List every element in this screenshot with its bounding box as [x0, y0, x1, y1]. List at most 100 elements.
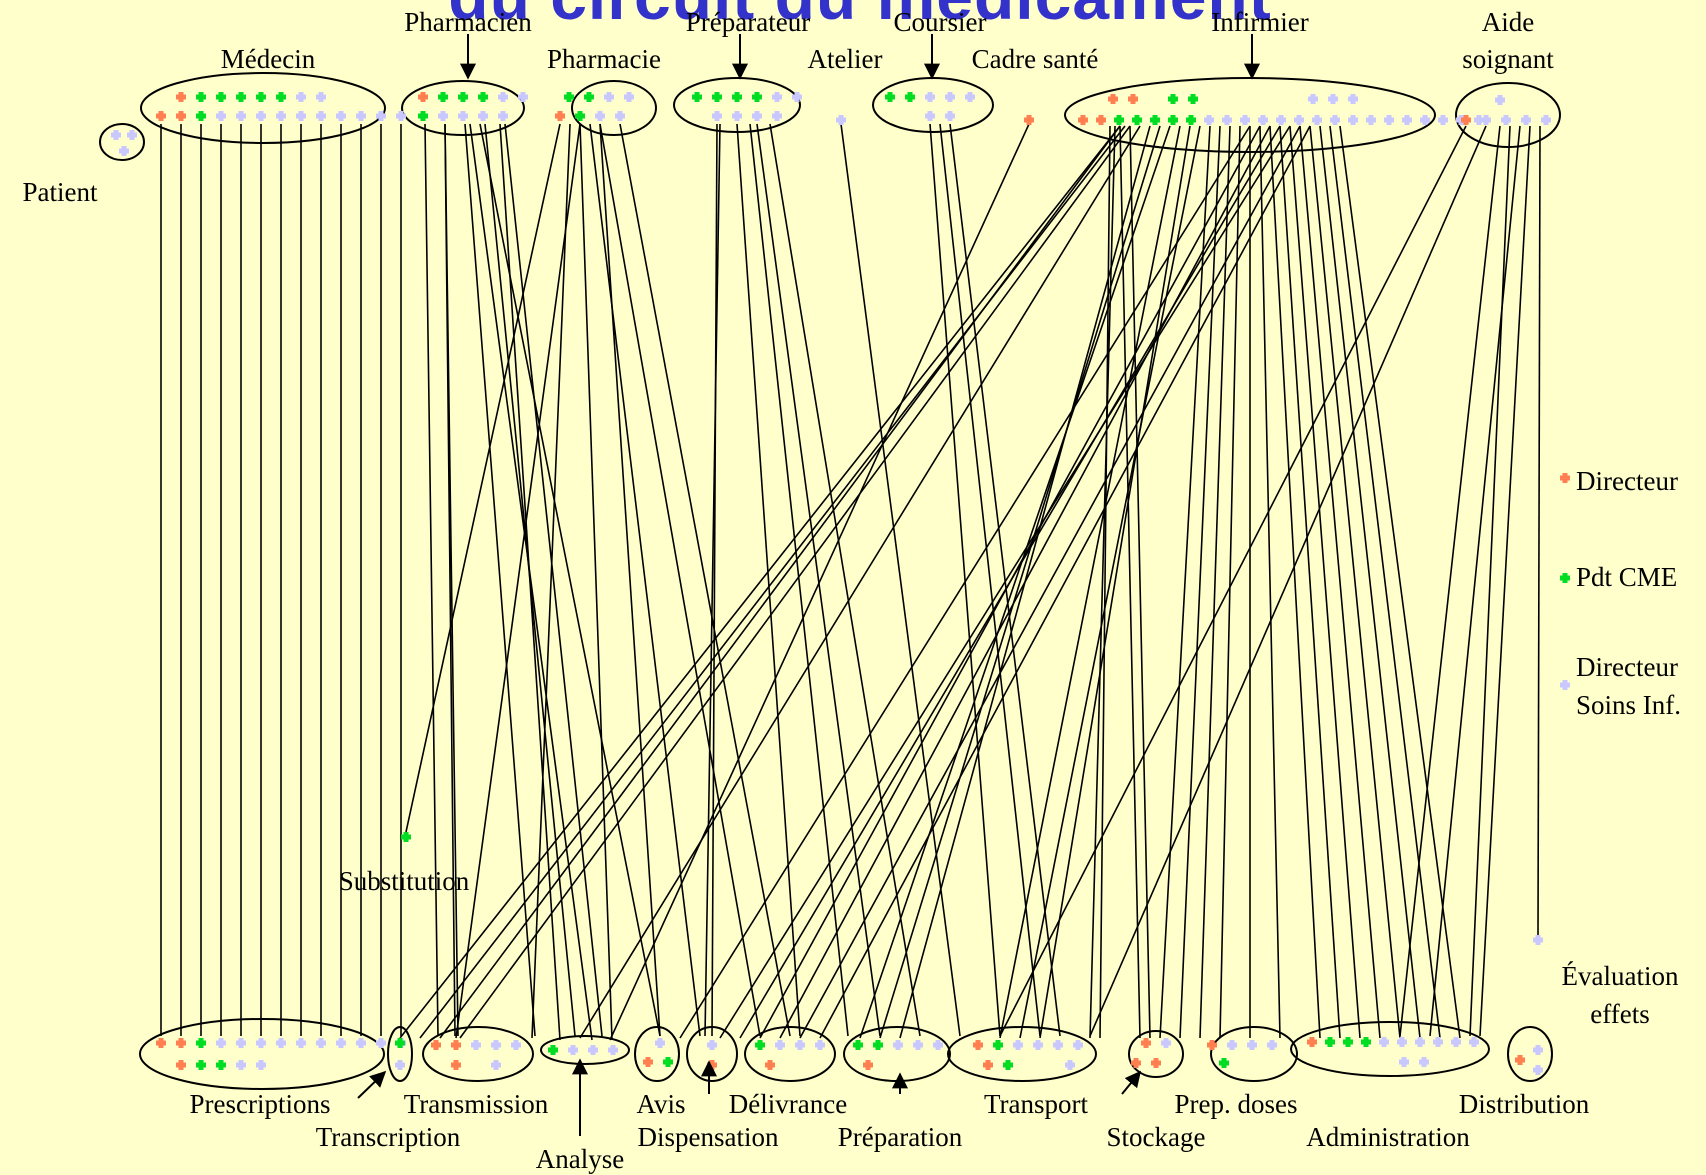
administration-r1-dot-1	[1325, 1037, 1335, 1047]
medecin-r2-dot-11-v	[378, 111, 384, 121]
connection-line-37	[929, 123, 1001, 1037]
infirmier-r2-dot-22-v	[1476, 115, 1482, 125]
ellipse-medecin	[140, 72, 386, 144]
transport-r1-dot-3-v	[1035, 1040, 1041, 1050]
connection-line-34	[769, 123, 921, 1037]
infirmier-r2-dot-11-v	[1278, 115, 1284, 125]
aide-r1-dot-0	[1495, 95, 1505, 105]
preparation-r1-dot-2	[893, 1040, 903, 1050]
delivrance-r1-dot-3	[815, 1040, 825, 1050]
connection-line-71	[719, 125, 1291, 1039]
connection-line-67	[1129, 125, 1151, 1039]
infirmier-r1-dot-12-v	[1350, 94, 1356, 104]
preparateur-r2-dot-1	[732, 111, 742, 121]
label-evaluation-2: effets	[1590, 999, 1649, 1029]
connection-line-33	[756, 123, 881, 1037]
transmission-r1-dot-0-v	[433, 1040, 439, 1050]
preparation-r1-dot-3	[913, 1040, 923, 1050]
legend-dot-directeur	[1560, 473, 1570, 483]
analyse-r1-dot-2	[588, 1045, 598, 1055]
ellipse-transmission	[422, 1026, 534, 1082]
cadre-sante-dot-v	[1026, 115, 1032, 125]
administration-r1-dot-2-v	[1345, 1037, 1351, 1047]
label-administration: Administration	[1306, 1122, 1470, 1152]
infirmier-r2-dot-13-v	[1314, 115, 1320, 125]
administration-r1-dot-7	[1433, 1037, 1443, 1047]
connection-line-17	[504, 123, 603, 1037]
medecin-r1-dot-5-v	[278, 92, 284, 102]
preparation-r1-dot-4	[933, 1040, 943, 1050]
prescriptions-r1-dot-4-v	[238, 1038, 244, 1048]
infirmier-r2-dot-14-v	[1332, 115, 1338, 125]
infirmier-r2-dot-10	[1258, 115, 1268, 125]
medecin-r1-dot-3	[236, 92, 246, 102]
aide-r2-dot-3	[1521, 115, 1531, 125]
medecin-r2-dot-6	[276, 111, 286, 121]
aide-r2-dot-3-v	[1523, 115, 1529, 125]
infirmier-r2-dot-3	[1132, 115, 1142, 125]
pharmacie-r2-dot-3	[615, 111, 625, 121]
aide-r2-dot-0	[1461, 115, 1471, 125]
distribution-dot-2-v	[1535, 1045, 1541, 1055]
transmission-r1-dot-4-v	[513, 1040, 519, 1050]
dispensation-dot-2-v	[709, 1060, 715, 1070]
administration-r1-dot-8	[1451, 1037, 1461, 1047]
analyse-r1-dot-3-v	[610, 1045, 616, 1055]
prep-doses-r1-dot-1	[1227, 1040, 1237, 1050]
infirmier-r2-dot-17	[1384, 115, 1394, 125]
pharmacien-r2-dot-3-v	[480, 111, 486, 121]
infirmier-r1-dot-3-v	[1170, 94, 1176, 104]
preparateur-r2-dot-0	[712, 111, 722, 121]
medecin-r2-dot-11	[376, 111, 386, 121]
prescriptions-r1-dot-0-v	[158, 1038, 164, 1048]
connection-line-59	[1279, 125, 1341, 1039]
ellipse-avis	[634, 1026, 680, 1082]
infirmier-r2-dot-3-v	[1134, 115, 1140, 125]
infirmier-r2-dot-12-v	[1296, 115, 1302, 125]
preparateur-r1-dot-2-v	[734, 92, 740, 102]
prescriptions-r1-dot-10-v	[358, 1038, 364, 1048]
administration-r1-dot-5	[1397, 1037, 1407, 1047]
prep-doses-r1-dot-0-v	[1209, 1040, 1215, 1050]
ellipse-pharmacien	[401, 80, 525, 136]
prescriptions-r1-dot-2-v	[198, 1038, 204, 1048]
prescriptions-r1-dot-4	[236, 1038, 246, 1048]
preparation-r1-dot-3-v	[915, 1040, 921, 1050]
ellipse-aide-soignant	[1455, 82, 1561, 148]
ellipse-prescriptions	[139, 1018, 385, 1090]
stockage-r2-dot-0-v	[1133, 1058, 1139, 1068]
connection-line-77	[999, 125, 1467, 1037]
label-arrows	[357, 34, 1260, 1136]
connection-line-58	[1269, 125, 1321, 1039]
administration-r1-dot-2	[1343, 1037, 1353, 1047]
connection-line-64	[1329, 125, 1441, 1039]
legend-directeur: Directeur	[1576, 466, 1678, 496]
infirmier-r2-dot-17-v	[1386, 115, 1392, 125]
preparateur-r1-dot-3	[752, 92, 762, 102]
connection-line-49	[999, 125, 1181, 1039]
pharmacien-r2-dot-0-v	[420, 111, 426, 121]
preparateur-r1-dot-5-v	[794, 92, 800, 102]
medecin-r2-dot-2	[196, 111, 206, 121]
infirmier-r2-dot-20-v	[1440, 115, 1446, 125]
aide-r2-dot-1	[1481, 115, 1491, 125]
transmission-r1-dot-3	[491, 1040, 501, 1050]
label-infirmier: Infirmier	[1211, 7, 1308, 37]
medecin-r2-dot-8	[316, 111, 326, 121]
label-evaluation-1: Évaluation	[1562, 961, 1679, 991]
infirmier-r2-dot-15	[1348, 115, 1358, 125]
prescriptions-r1-dot-7	[296, 1038, 306, 1048]
label-preparateur: Préparateur	[686, 7, 810, 37]
infirmier-r2-dot-4-v	[1152, 115, 1158, 125]
prescriptions-r1-dot-2	[196, 1038, 206, 1048]
patient-dot-1	[111, 130, 121, 140]
connection-line-75	[779, 125, 1271, 1039]
infirmier-r1-dot-1-v	[1130, 94, 1136, 104]
ellipse-dispensation	[686, 1026, 738, 1082]
label-aide-soignant-1: Aide	[1482, 7, 1535, 37]
preparation-r1-dot-1-v	[875, 1040, 881, 1050]
medecin-r2-dot-9-v	[338, 111, 344, 121]
infirmier-r1-dot-4-v	[1190, 94, 1196, 104]
stockage-r1-dot-1	[1161, 1038, 1171, 1048]
